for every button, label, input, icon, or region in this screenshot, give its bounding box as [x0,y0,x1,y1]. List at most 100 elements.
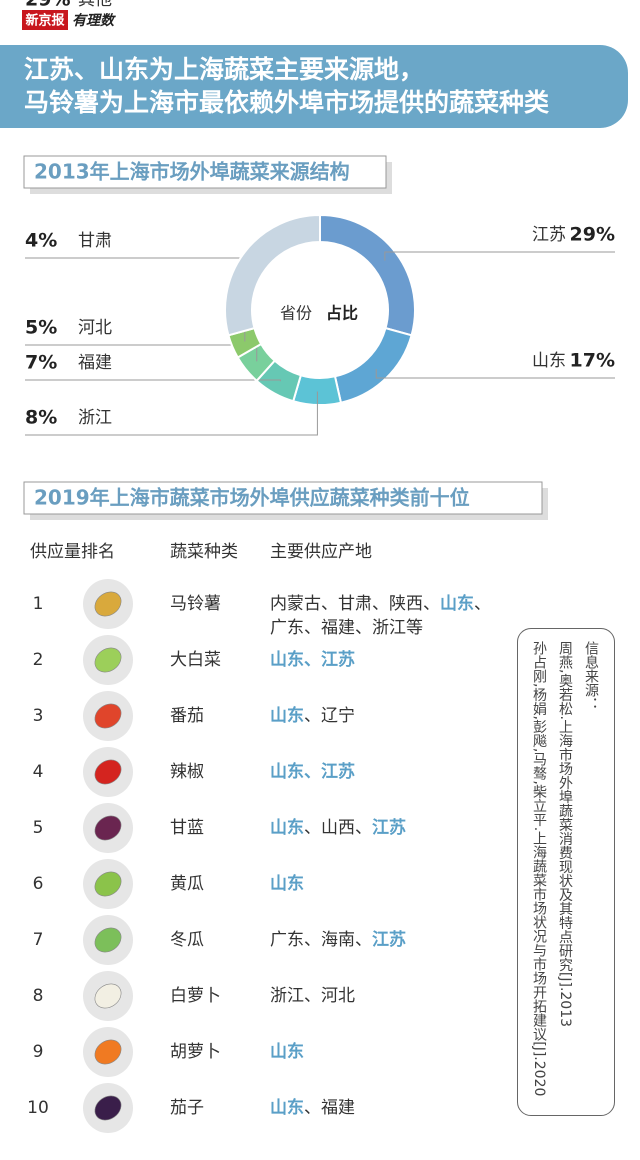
origins: 山东、江苏 [270,761,355,782]
origin-part: 山东 [270,817,304,838]
icon [94,703,122,729]
rank: 3 [33,706,44,726]
vegetable: 白萝卜 [170,986,221,1006]
icon [94,983,122,1009]
origin-part: 、山西、 [304,818,372,838]
chart-title: 2013年上海市场外埠蔬菜来源结构 [34,160,350,184]
icon [94,591,122,617]
icon [94,647,122,673]
center-label: 占比 [326,304,358,323]
rank: 4 [33,762,44,782]
rank: 10 [27,1098,49,1118]
origin-part: 、福建 [304,1098,355,1118]
title-line: 江苏、山东为上海蔬菜主要来源地， [24,55,424,84]
origins: 山东 [270,1041,304,1062]
origins: 山东、辽宁 [270,705,355,726]
value-label: 8% [25,407,57,429]
table-header: 蔬菜种类 [170,542,238,562]
origin-part: 、 [474,594,491,614]
origin-part: 江苏 [372,817,406,838]
icon [94,759,122,785]
rank: 8 [33,986,44,1006]
rank: 6 [33,874,44,894]
origin-part: 广东、海南、 [270,930,372,950]
origins: 广东、海南、江苏 [270,929,406,950]
value-label: 4% [25,230,57,252]
vegetable: 番茄 [170,706,204,726]
title-banner [0,45,628,128]
origins: 广东、福建、浙江等 [270,618,423,638]
logo-bg [22,10,68,30]
origin-part: 山东 [440,593,474,614]
icon [94,1095,122,1121]
rank: 5 [33,818,44,838]
value-label: 29% [25,0,70,11]
table-header: 主要供应产地 [270,542,372,562]
origin-part: 山东、江苏 [270,649,355,670]
leader-line [25,391,318,436]
vegetable: 茄子 [170,1098,204,1118]
rank: 1 [33,594,44,614]
center-label: 省份 [280,304,312,323]
leader-line [25,379,281,382]
heading-box [23,155,387,189]
origins: 浙江、河北 [270,986,355,1006]
table-title: 2019年上海市蔬菜市场外埠供应蔬菜种类前十位 [34,486,470,510]
origin-part: 山东、江苏 [270,761,355,782]
brand: 有理数 [72,12,116,29]
title-line: 马铃薯为上海市最依赖外埠市场提供的蔬菜种类 [24,88,550,117]
origin-part: 山东 [270,1041,304,1062]
origin-part: 山东 [270,873,304,894]
rank: 2 [33,650,44,670]
source-item: 孙占刚,杨娟,彭飚,马骜,柴立平.上海蔬菜市场状况与市场开拓建议[J].2020 [531,641,547,1097]
vegetable: 大白菜 [170,650,221,670]
slice-label: 山东 [532,351,566,371]
vegetable: 甘蓝 [170,818,204,838]
value-label: 17% [570,350,615,372]
logo: 新京报 [25,13,65,29]
origin-part: 广东、福建、浙江等 [270,618,423,638]
origin-part: 山东 [270,1097,304,1118]
origin-part: 、辽宁 [304,706,355,726]
icon [94,815,122,841]
origins: 山东 [270,873,304,894]
value-label: 7% [25,352,57,374]
rank: 9 [33,1042,44,1062]
origin-part: 浙江、河北 [270,986,355,1006]
rank: 7 [33,930,44,950]
heading-box [23,481,543,515]
slice-label: 甘肃 [78,231,112,251]
origins: 山东、江苏 [270,649,355,670]
vegetable: 马铃薯 [170,594,221,614]
slice-label: 浙江 [78,408,112,428]
origin-part: 江苏 [372,929,406,950]
slice-label: 其他 [78,0,112,10]
slice-label: 河北 [78,318,112,338]
vegetable: 冬瓜 [170,930,204,950]
origins: 山东、福建 [270,1097,355,1118]
icon [94,927,122,953]
slice-label: 福建 [78,353,112,373]
origins: 山东、山西、江苏 [270,817,406,838]
icon [94,1039,122,1065]
leader-line [25,257,246,342]
source-label: 信息来源： [583,641,599,711]
source-item: 周燕,奥若松.上海市场外埠蔬菜消费现状及其特点研究[J].2013 [557,641,573,1028]
origin-part: 山东 [270,705,304,726]
slice-label: 江苏 [532,225,566,245]
vegetable: 辣椒 [170,762,204,782]
donut-slice [333,326,413,404]
leader-line [375,368,615,379]
leader-line [25,344,258,362]
origin-part: 内蒙古、甘肃、陕西、 [270,594,440,614]
source-box: 信息来源： 周燕,奥若松.上海市场外埠蔬菜消费现状及其特点研究[J].2013 … [517,628,615,1116]
vegetable: 黄瓜 [170,874,204,894]
table-header: 供应量排名 [30,542,115,562]
leader-line [384,251,615,261]
origins: 内蒙古、甘肃、陕西、山东、 [270,593,491,614]
value-label: 29% [570,224,615,246]
donut-slice [224,213,321,337]
